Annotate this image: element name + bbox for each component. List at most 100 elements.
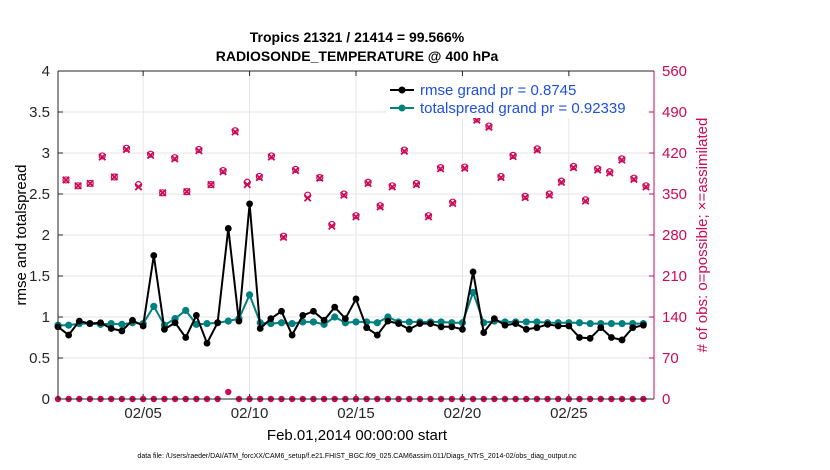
obs-possible-marker (461, 163, 469, 171)
y-right-tick-label: 140 (662, 309, 687, 326)
obs-assimilated-marker (291, 166, 300, 175)
obs-possible-marker (279, 232, 288, 240)
rmse-point (182, 334, 190, 341)
totalspread-point (288, 319, 296, 328)
totalspread-point (618, 319, 626, 328)
obs-assimilated-marker (557, 178, 566, 187)
obs-possible-marker (630, 174, 638, 182)
obs-assimilated-marker (388, 183, 397, 191)
obs-assimilated-marker (340, 191, 348, 200)
obs-assimilated-marker (98, 153, 107, 161)
rmse-point (97, 319, 104, 327)
y-left-tick-label: 4 (42, 63, 50, 80)
rmse-point (427, 320, 434, 327)
rmse-point (171, 319, 179, 327)
obs-assimilated-marker (243, 180, 252, 189)
y-axis-right-ticks: 0 70 140 210 280 350 420 490 560 (649, 63, 687, 408)
y-right-tick-label: 490 (662, 104, 687, 121)
obs-assimilated-marker (472, 116, 481, 125)
rmse-point (469, 268, 477, 276)
rmse-point (139, 322, 147, 330)
totalspread-point (607, 319, 616, 328)
totalspread-point (245, 291, 254, 299)
y-right-tick-label: 420 (662, 145, 687, 162)
totalspread-point (118, 320, 126, 328)
y-axis-left-label: rmse and totalspread (13, 165, 30, 306)
rmse-point (437, 323, 445, 331)
rmse-point (363, 324, 371, 332)
y-left-tick-label: 1 (42, 309, 50, 326)
obs-possible-marker (291, 165, 300, 173)
rmse-point (522, 325, 530, 333)
rmse-point (629, 324, 637, 332)
obs-assimilated-marker (569, 163, 578, 172)
obs-possible-marker (545, 190, 553, 198)
rmse-point (384, 317, 392, 325)
legend: rmse grand pr = 0.8745 totalspread grand… (386, 78, 648, 118)
totalspread-point (107, 319, 115, 328)
obs-possible-marker (267, 152, 276, 160)
obs-assimilated-marker (424, 213, 433, 221)
rmse-point (192, 311, 200, 319)
obs-assimilated-marker (581, 197, 590, 205)
obs-possible-marker (74, 182, 82, 190)
rmse-point (214, 319, 222, 327)
obs-assimilated-marker (485, 123, 493, 132)
obs-assimilated-marker (376, 203, 385, 211)
obs-assimilated-marker (315, 174, 324, 183)
obs-assimilated-marker (460, 164, 469, 173)
obs-assimilated-marker (352, 213, 360, 221)
totalspread-point (277, 319, 286, 327)
obs-assimilated-marker (545, 191, 554, 200)
legend-spread-label: totalspread grand pr = 0.92339 (420, 100, 626, 117)
obs-assimilated-marker (497, 173, 505, 182)
obs-possible-marker (594, 165, 602, 173)
rmse-point (565, 322, 573, 330)
y-right-tick-label: 0 (662, 391, 670, 408)
y-left-tick-label: 0 (42, 391, 50, 408)
obs-count-markers (54, 115, 650, 403)
rmse-point (480, 329, 488, 336)
rmse-point (490, 315, 498, 323)
rmse-point (256, 325, 264, 332)
obs-assimilated-marker (436, 164, 445, 173)
obs-possible-marker (231, 127, 239, 135)
obs-assimilated-marker (448, 199, 457, 208)
y-left-tick-label: 0.5 (29, 350, 50, 367)
y-right-tick-label: 350 (662, 186, 687, 203)
rmse-point (618, 336, 626, 344)
totalspread-point (469, 288, 477, 296)
rmse-point (341, 315, 349, 323)
obs-possible-marker (255, 172, 263, 181)
legend-spread-marker (398, 104, 406, 112)
obs-assimilated-marker (219, 167, 227, 176)
rmse-point (512, 320, 520, 327)
obs-assimilated-marker (642, 183, 650, 191)
obs-possible-marker (557, 177, 566, 185)
x-axis-label: Feb.01,2014 00:00:00 start (267, 427, 448, 444)
obs-possible-marker (412, 179, 421, 188)
y-right-tick-label: 70 (662, 350, 679, 367)
totalspread-point (352, 318, 360, 326)
totalspread-point (182, 306, 190, 315)
obs-assimilated-marker (62, 176, 70, 184)
rmse-point (75, 317, 83, 325)
totalspread-point (65, 321, 73, 329)
obs-possible-marker (183, 188, 191, 196)
obs-possible-marker (509, 151, 517, 159)
obs-assimilated-marker (593, 166, 602, 174)
obs-assimilated-marker (400, 147, 409, 156)
totalspread-point (224, 317, 232, 325)
obs-assimilated-marker (122, 145, 131, 154)
legend-rmse-marker (398, 86, 406, 94)
obs-possible-marker (606, 168, 614, 176)
obs-bottom-marker (225, 388, 232, 396)
rmse-point (288, 331, 296, 339)
rmse-point (267, 315, 275, 323)
rmse-point (597, 324, 605, 332)
obs-possible-marker (219, 166, 227, 175)
obs-possible-marker (159, 189, 167, 197)
rmse-point (320, 316, 328, 324)
obs-assimilated-marker (182, 187, 191, 196)
